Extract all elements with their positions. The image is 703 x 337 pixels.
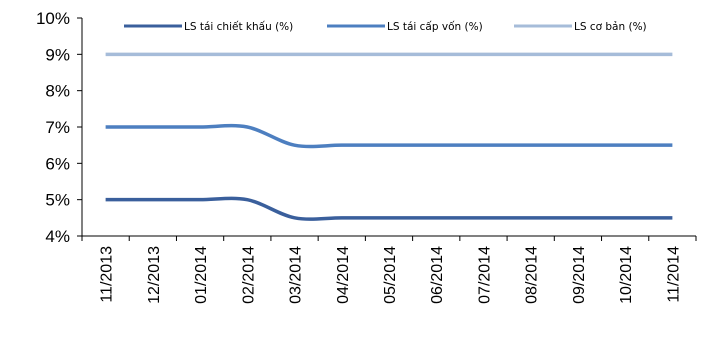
x-tick-label: 08/2014 — [524, 246, 541, 304]
x-tick-label: 04/2014 — [335, 246, 352, 304]
y-tick-label: 5% — [45, 191, 70, 210]
x-tick-label: 11/2014 — [665, 246, 682, 303]
legend-label: LS tái cấp vốn (%) — [387, 21, 483, 33]
x-tick-label: 06/2014 — [429, 246, 446, 304]
legend-label: LS tái chiết khấu (%) — [184, 21, 293, 33]
y-tick-label: 10% — [36, 9, 70, 28]
y-tick-label: 6% — [45, 154, 70, 173]
x-tick-label: 02/2014 — [240, 246, 257, 304]
y-tick-label: 9% — [45, 45, 70, 64]
legend-label: LS cơ bản (%) — [574, 21, 647, 33]
x-tick-label: 11/2013 — [99, 246, 116, 303]
x-tick-label: 12/2013 — [146, 246, 163, 304]
series-line-2 — [105, 123, 673, 149]
x-tick-label: 10/2014 — [618, 246, 635, 304]
y-tick-label: 8% — [45, 82, 70, 101]
legend: LS tái chiết khấu (%) LS tái cấp vốn (%) L… — [124, 21, 647, 33]
x-tick-label: 05/2014 — [382, 246, 399, 304]
x-tick-label: 03/2014 — [288, 246, 305, 304]
y-tick-label: 4% — [45, 227, 70, 246]
y-tick-label: 7% — [45, 118, 70, 137]
series-layer — [105, 52, 673, 221]
x-tick-label: 07/2014 — [476, 246, 493, 304]
series-line-1 — [105, 196, 673, 221]
x-tick-label: 01/2014 — [193, 246, 210, 304]
axes: 4% 5% 6% 7% 8% 9% 10% 11/2013 12/2013 01/2014 02/2… — [36, 9, 697, 304]
x-tick-label: 09/2014 — [571, 246, 588, 304]
